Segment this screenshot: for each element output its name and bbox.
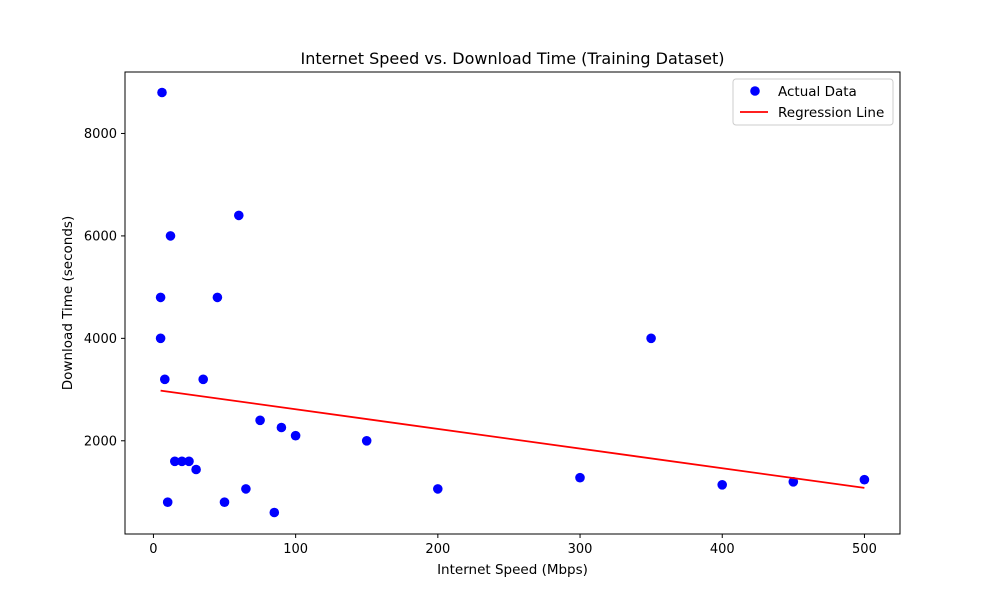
data-point (575, 472, 585, 483)
x-tick-label: 400 (710, 542, 735, 557)
data-point (788, 477, 799, 487)
data-point (859, 474, 870, 485)
plot-marks (155, 87, 870, 518)
data-point (165, 231, 176, 241)
x-axis-label: Internet Speed (Mbps) (437, 562, 588, 578)
data-point (241, 484, 251, 494)
data-point (234, 210, 244, 221)
data-point (155, 292, 166, 303)
data-point (184, 456, 194, 467)
data-point (646, 333, 656, 344)
x-tick-label: 300 (568, 542, 593, 557)
y-axis-label: Download Time (seconds) (60, 216, 76, 390)
data-point (170, 456, 180, 467)
legend-label-regression-line: Regression Line (778, 105, 884, 121)
legend-box (732, 78, 894, 126)
data-point (198, 374, 208, 385)
chart-title: Internet Speed vs. Download Time (Traini… (300, 49, 724, 68)
y-tick-label: 6000 (84, 229, 117, 244)
y-tick-label: 8000 (84, 127, 117, 142)
regression-line (160, 389, 865, 489)
data-point (269, 507, 280, 518)
x-tick-label: 100 (283, 542, 308, 557)
data-point (155, 333, 166, 344)
data-point (290, 430, 301, 441)
data-point (255, 415, 265, 426)
y-tick-label: 2000 (84, 434, 117, 449)
data-point (361, 436, 372, 446)
data-point (276, 422, 287, 433)
legend-label-actual-data: Actual Data (778, 84, 857, 100)
x-tick-label: 200 (425, 542, 450, 557)
data-point (177, 456, 187, 467)
data-point (433, 484, 443, 494)
plot-frame (124, 71, 901, 535)
data-point (160, 374, 170, 385)
data-point (162, 497, 173, 508)
legend-marker-actual-data (750, 86, 760, 96)
data-point (717, 480, 727, 490)
legend: Actual Data Regression Line (732, 78, 894, 126)
data-point (191, 464, 201, 475)
y-tick-label: 4000 (84, 332, 117, 347)
axes: 0 100 200 300 400 500 2000 4000 6000 8000 (84, 71, 901, 557)
data-point (212, 292, 223, 303)
data-point (157, 87, 167, 98)
data-point (219, 497, 230, 508)
x-tick-label: 500 (852, 542, 877, 557)
x-tick-label: 0 (149, 542, 157, 557)
